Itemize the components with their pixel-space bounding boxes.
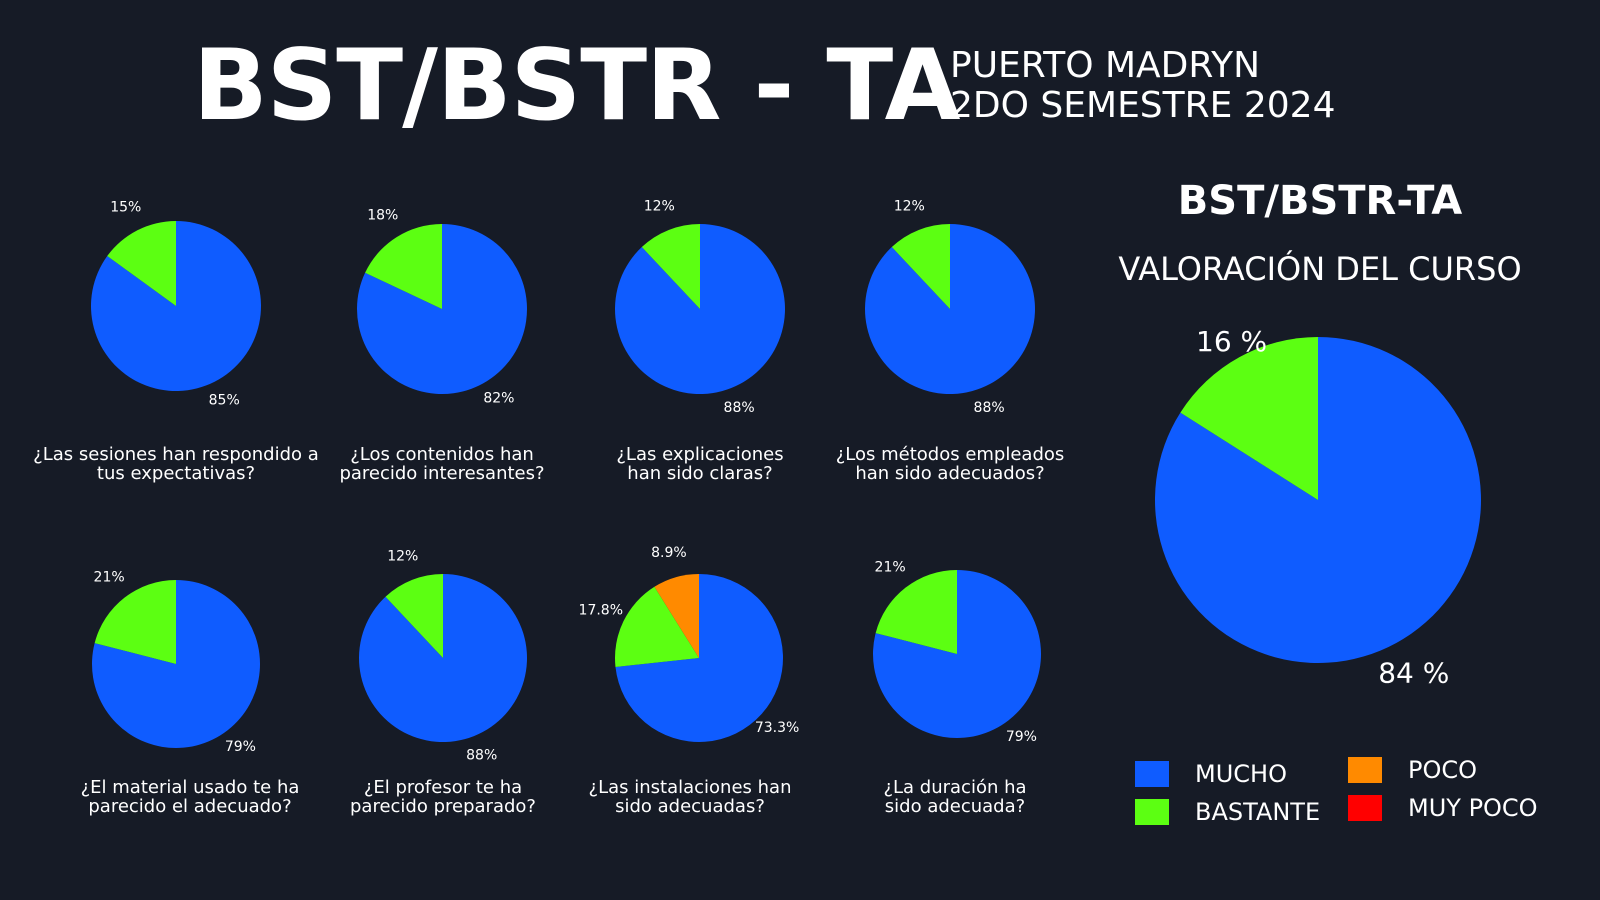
pie-3-label-mucho: 88%: [724, 400, 755, 416]
pie-chart-7: 73.3% 17.8% 8.9% ¿Las instalaciones hansido…: [579, 545, 800, 817]
pie-7-slice-mucho: [615, 574, 784, 743]
pie-3-question-line-2: han sido claras?: [627, 463, 772, 484]
pie-4-label-mucho: 88%: [974, 400, 1005, 416]
pie-3-label-bastante: 12%: [644, 198, 675, 214]
pie-2-question-line-1: ¿Los contenidos han: [350, 444, 534, 465]
pie-4-slice-bastante: [891, 224, 950, 309]
pie-5-slice-bastante: [94, 580, 176, 664]
pie-1-question-line-1: ¿Las sesiones han respondido a: [33, 444, 319, 465]
pie-8-label-mucho: 79%: [1006, 729, 1037, 745]
pie-chart-1: 85% 15% ¿Las sesiones han respondido atus …: [33, 200, 319, 485]
pie-4-label-bastante: 12%: [894, 198, 925, 214]
pie-7-question-line-1: ¿Las instalaciones han: [589, 777, 792, 798]
pie-8-question-line-1: ¿La duración ha: [883, 777, 1026, 798]
legend-label-bastante: BASTANTE: [1195, 798, 1321, 826]
subtitle-location: PUERTO MADRYN: [950, 45, 1261, 86]
pie-8-slice-bastante: [875, 570, 957, 654]
pie-2-slice-mucho: [357, 224, 528, 394]
pie-6-question-line-2: parecido preparado?: [350, 796, 536, 817]
pie-8-question-line-2: sido adecuada?: [885, 796, 1025, 817]
pie-9-slice-mucho: [1154, 337, 1481, 664]
legend-label-poco: POCO: [1408, 756, 1478, 784]
pie-2-label-mucho: 82%: [483, 391, 514, 407]
pie-3-slice-bastante: [641, 224, 700, 309]
pie-1-label-bastante: 15%: [110, 200, 141, 216]
legend-item-mucho: MUCHO: [1135, 760, 1287, 788]
pie-4-question-line-1: ¿Los métodos empleados: [836, 444, 1065, 465]
pie-5-label-bastante: 21%: [94, 570, 125, 586]
pie-6-slice-mucho: [359, 574, 528, 743]
pie-chart-9: 84 % 16 %: [1154, 325, 1481, 689]
main-title: BST/BSTR - TA: [193, 29, 961, 143]
legend-swatch-bastante: [1135, 799, 1169, 825]
pie-6-label-bastante: 12%: [387, 549, 418, 565]
legend-item-muy-poco: MUY POCO: [1348, 794, 1538, 822]
pie-8-slice-mucho: [873, 570, 1042, 739]
pie-9-label-mucho: 84 %: [1378, 656, 1449, 689]
pie-3-slice-mucho: [614, 224, 785, 394]
summary-subtitle: VALORACIÓN DEL CURSO: [1118, 250, 1522, 288]
legend-item-poco: POCO: [1348, 756, 1477, 784]
legend-swatch-mucho: [1135, 761, 1169, 787]
pie-5-slice-mucho: [92, 580, 261, 748]
pie-6-slice-bastante: [385, 574, 443, 658]
pie-1-slice-bastante: [107, 221, 176, 306]
pie-2-question-line-2: parecido interesantes?: [339, 463, 544, 484]
pie-7-label-bastante: 17.8%: [579, 602, 623, 618]
pie-6-question-line-1: ¿El profesor te ha: [364, 777, 522, 798]
pie-4-question-line-2: han sido adecuados?: [855, 463, 1044, 484]
pie-9-label-bastante: 16 %: [1196, 325, 1267, 358]
legend-swatch-poco: [1348, 757, 1382, 783]
legend-item-bastante: BASTANTE: [1135, 798, 1320, 826]
pie-3-question-line-1: ¿Las explicaciones: [616, 444, 783, 465]
pie-2-slice-bastante: [365, 224, 442, 309]
pie-4-slice-mucho: [864, 224, 1035, 394]
pie-9-slice-bastante: [1180, 337, 1318, 500]
pie-2-label-bastante: 18%: [367, 208, 398, 224]
pie-7-slice-poco: [654, 574, 699, 658]
pie-7-slice-bastante: [615, 586, 699, 667]
pie-1-slice-mucho: [90, 221, 261, 391]
pie-5-question-line-1: ¿El material usado te ha: [81, 777, 300, 798]
legend-swatch-muy-poco: [1348, 795, 1382, 821]
pie-7-label-mucho: 73.3%: [755, 720, 799, 736]
legend-label-mucho: MUCHO: [1195, 760, 1287, 788]
pie-7-question-line-2: sido adecuadas?: [615, 796, 765, 817]
legend-label-muy-poco: MUY POCO: [1408, 794, 1538, 822]
pie-8-label-bastante: 21%: [875, 560, 906, 576]
pie-1-question-line-2: tus expectativas?: [97, 463, 255, 484]
pie-6-label-mucho: 88%: [466, 748, 497, 764]
summary-title: BST/BSTR-TA: [1177, 178, 1463, 224]
pie-5-question-line-2: parecido el adecuado?: [88, 796, 291, 817]
subtitle-period: 2DO SEMESTRE 2024: [950, 85, 1336, 126]
pie-5-label-mucho: 79%: [225, 739, 256, 755]
pie-7-label-poco: 8.9%: [651, 545, 687, 561]
pie-1-label-mucho: 85%: [209, 393, 240, 409]
